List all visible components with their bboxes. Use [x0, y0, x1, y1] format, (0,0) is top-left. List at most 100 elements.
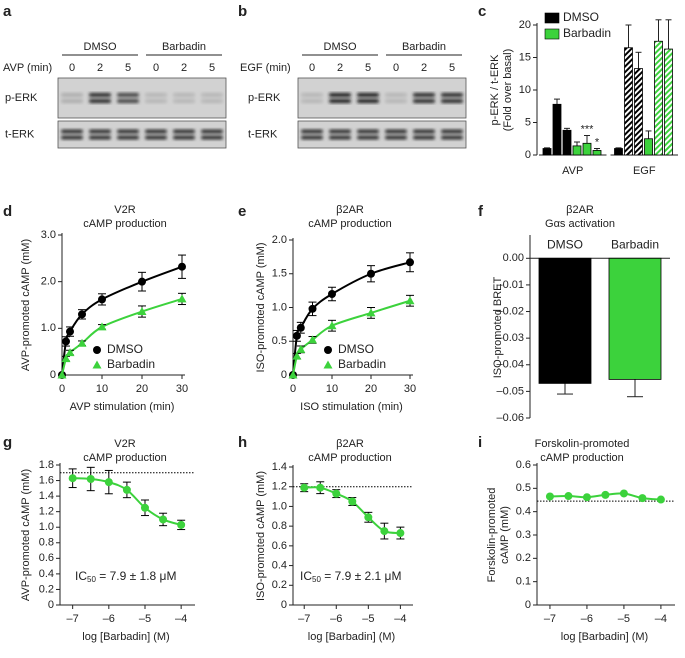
y-tick-label: 0	[50, 369, 56, 381]
y-axis-label: (Fold over basal)	[502, 49, 514, 132]
marker	[122, 485, 131, 494]
marker	[380, 527, 389, 536]
y-tick-label: –0.03	[496, 332, 524, 344]
annotation: IC50 = 7.9 ± 1.8 μM	[75, 569, 176, 584]
marker	[638, 494, 647, 503]
marker	[328, 290, 336, 298]
chart-title: β2AR	[336, 204, 364, 216]
fit-curve	[304, 486, 401, 535]
blot-frame	[57, 120, 227, 149]
panel-letter: c	[478, 3, 486, 20]
x-axis-label: AVP stimulation (min)	[70, 401, 175, 413]
marker	[137, 307, 147, 316]
band	[61, 129, 83, 134]
band	[173, 93, 195, 97]
y-axis-label: p-ERK / t-ERK	[489, 54, 501, 126]
marker	[57, 370, 67, 379]
marker	[178, 262, 186, 271]
x-tick-label: –6	[581, 613, 593, 625]
annotation-rest: = 7.9 ± 2.1 μM	[321, 569, 402, 583]
blot-frame	[297, 77, 467, 119]
y-tick-label: 0	[281, 369, 287, 381]
time-label: 2	[421, 62, 427, 74]
time-label: 2	[337, 62, 343, 74]
marker	[332, 489, 341, 498]
marker	[296, 344, 306, 353]
chart-title: cAMP production	[308, 452, 392, 464]
y-tick-label: 1.4	[272, 461, 287, 473]
y-tick-label: 1.5	[272, 268, 287, 280]
x-tick-label: 10	[326, 383, 338, 395]
bar	[552, 103, 562, 156]
marker	[656, 495, 665, 504]
marker	[292, 331, 301, 340]
y-axis-label: AVP-promoted cAMP (mM)	[20, 239, 32, 371]
y-tick-label: 0.2	[516, 552, 531, 564]
band	[301, 129, 323, 134]
y-tick-label: 1.0	[41, 322, 56, 334]
marker	[396, 529, 405, 538]
panel-letter: d	[3, 203, 12, 220]
annotation-text: IC	[75, 569, 87, 583]
marker	[288, 370, 298, 379]
x-tick-label: –5	[362, 613, 374, 625]
band	[145, 135, 167, 140]
band	[61, 135, 83, 140]
stimulus-label: EGF (min)	[240, 62, 291, 74]
x-tick-label: –6	[103, 613, 115, 625]
marker	[364, 513, 373, 522]
y-tick-label: –0.01	[496, 279, 524, 291]
x-axis-label: log [Barbadin] (M)	[82, 631, 169, 643]
chart-title: cAMP production	[83, 218, 167, 230]
y-tick-label: 1.2	[39, 506, 54, 518]
x-tick-label: AVP	[562, 165, 583, 177]
marker	[308, 304, 317, 313]
bar	[572, 145, 582, 156]
marker	[296, 323, 305, 332]
band	[145, 129, 167, 134]
bar	[582, 142, 592, 156]
marker	[62, 337, 70, 346]
y-tick-label: 0.5	[272, 335, 287, 347]
x-tick-label: –6	[330, 613, 342, 625]
legend-label: Barbadin	[338, 357, 386, 371]
y-tick-label: –0.05	[496, 385, 524, 397]
panel-letter: a	[3, 3, 12, 20]
time-label: 5	[449, 62, 455, 74]
bar	[664, 48, 673, 156]
significance: *	[595, 136, 600, 148]
chart-title: Forskolin-promoted	[535, 438, 630, 450]
band	[357, 129, 379, 134]
band	[201, 99, 223, 103]
band	[441, 135, 463, 140]
category-label: Barbadin	[611, 237, 659, 251]
x-tick-label: –5	[618, 613, 630, 625]
blot-frame	[297, 120, 467, 149]
annotation-text: IC	[300, 569, 312, 583]
y-tick-label: 0.2	[39, 583, 54, 595]
band	[173, 135, 195, 140]
bar	[538, 257, 592, 384]
marker	[61, 354, 71, 363]
band	[385, 129, 407, 134]
time-label: 5	[209, 62, 215, 74]
band	[89, 135, 111, 140]
x-axis-label: ISO stimulation (min)	[300, 401, 403, 413]
bar	[624, 47, 633, 156]
y-tick-label: 2.0	[272, 234, 287, 246]
band	[441, 99, 463, 103]
x-tick-label: –7	[544, 613, 556, 625]
y-tick-label: 0.6	[272, 540, 287, 552]
x-tick-label: 30	[404, 383, 416, 395]
y-tick-label: 0	[48, 599, 54, 611]
y-tick-label: 1.4	[39, 490, 54, 502]
chart-title: β2AR	[566, 204, 594, 216]
time-label: 2	[97, 62, 103, 74]
bar	[562, 129, 572, 156]
chart-title: cAMP production	[83, 452, 167, 464]
x-tick-label: 20	[365, 383, 377, 395]
band	[413, 93, 435, 97]
band	[201, 135, 223, 140]
band	[329, 93, 351, 97]
